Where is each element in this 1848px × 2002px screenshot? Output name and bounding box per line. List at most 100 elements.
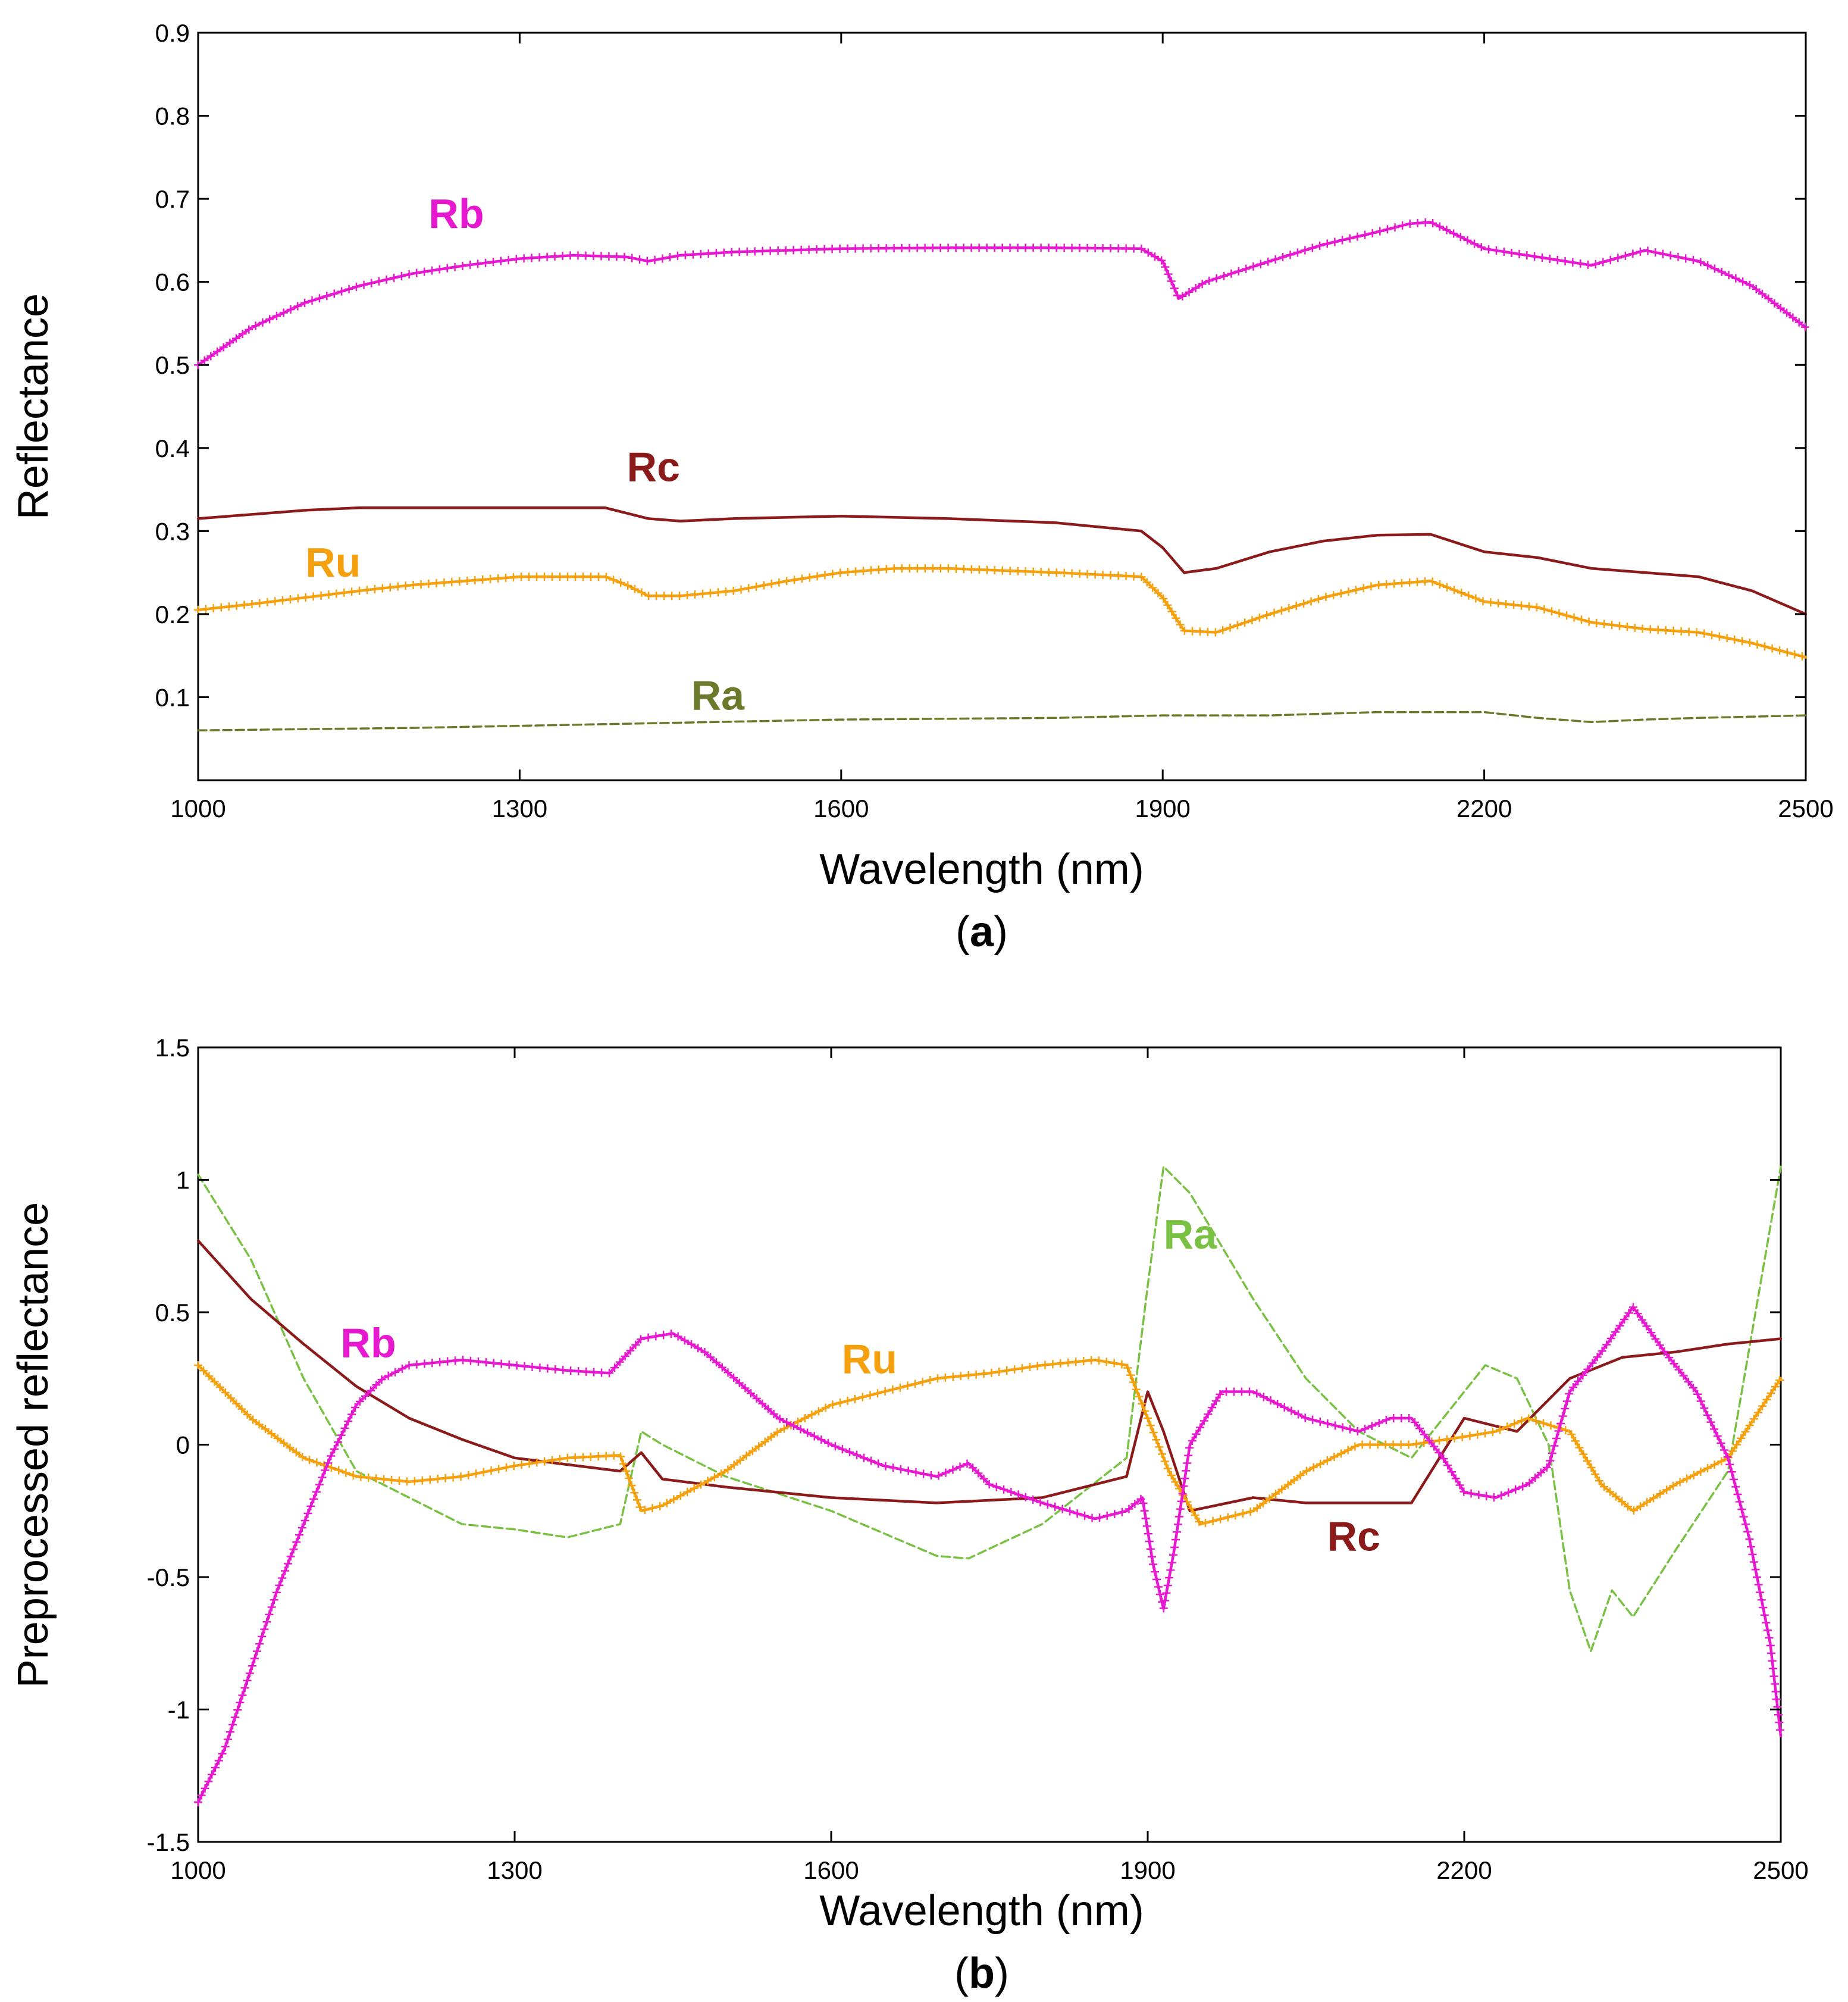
panel-b-series-ru-marker <box>1302 1466 1311 1475</box>
panel-a-series-ru-marker <box>1524 602 1533 611</box>
panel-a-series-ru-marker <box>594 573 603 581</box>
panel-b-series-ru-marker <box>327 1463 336 1472</box>
panel-b-series-ru-marker <box>1048 1360 1057 1369</box>
panel-a-series-rb-marker <box>673 251 682 260</box>
panel-a-series-ru-marker <box>1180 626 1189 635</box>
panel-b-series-ru-marker <box>255 1420 264 1429</box>
panel-b-series-ru-marker <box>948 1372 957 1381</box>
panel-b-series-rb-marker <box>853 1450 862 1459</box>
panel-a-series-rb-marker <box>1800 323 1809 331</box>
panel-b-series-rb-marker <box>1179 1482 1188 1491</box>
panel-a-series-rb-marker <box>474 259 483 268</box>
panel-b-series-ru-marker <box>703 1477 712 1485</box>
panel-b-series-rb-marker <box>1439 1454 1448 1463</box>
panel-a-series-rb-marker <box>1492 246 1501 255</box>
panel-a-series-ru-marker <box>1745 638 1754 647</box>
panel-a-series-ru-marker <box>1738 637 1747 646</box>
panel-a-series-rb-marker <box>905 243 914 252</box>
panel-b-series-rb-marker <box>289 1545 298 1554</box>
panel-b-series-rb-marker <box>1642 1322 1651 1331</box>
panel-b-series-ru-marker <box>433 1474 442 1483</box>
panel-b-series-rb-marker <box>1102 1512 1111 1521</box>
panel-b-series-ru-marker <box>1017 1364 1026 1373</box>
panel-a-series-rb-marker <box>982 243 991 252</box>
panel-b-series-rb-marker <box>1230 1387 1239 1396</box>
panel-a-series-ru-marker <box>1013 567 1022 575</box>
panel-a-series-ru-marker <box>1129 572 1138 581</box>
panel-b-x-axis-title: Wavelength (nm) <box>819 1887 1144 1935</box>
panel-b-x-tick-label: 1300 <box>487 1856 542 1884</box>
panel-b-series-rb-marker <box>324 1459 333 1468</box>
panel-b-y-tick-label: 0 <box>176 1431 190 1459</box>
panel-b-series-ru-marker <box>1223 1513 1232 1522</box>
panel-b-series-ru-marker <box>1389 1440 1398 1449</box>
panel-b-series-rb-marker <box>1598 1347 1606 1356</box>
panel-b-series-rb-marker <box>1741 1520 1750 1529</box>
panel-b-series-ru-marker <box>1636 1502 1645 1511</box>
panel-b-series-ru-marker <box>627 1481 636 1490</box>
panel-b-series-ru-marker <box>555 1454 564 1463</box>
panel-b-series-ru-marker <box>1703 1464 1712 1472</box>
panel-b-series-rb-marker <box>712 1358 721 1367</box>
panel-a-series-ru-marker <box>1270 608 1279 617</box>
panel-b-series-rb-marker <box>1166 1566 1175 1575</box>
panel-a-series-rb-marker <box>1658 249 1667 258</box>
panel-a-series-ru-marker <box>540 573 549 581</box>
panel-a-series-rb-marker <box>743 247 751 256</box>
panel-b-series-ru-marker <box>1146 1421 1155 1430</box>
panel-a-series-rb-marker <box>496 256 505 265</box>
panel-a-series-rb-marker <box>1227 269 1236 278</box>
panel-b-series-rb-marker <box>318 1473 327 1482</box>
panel-b-series-ru-marker <box>1132 1385 1141 1394</box>
panel-a-series-rb-marker <box>397 271 406 280</box>
panel-b-series-rb-marker <box>1174 1512 1183 1521</box>
panel-a-series-ru-marker <box>393 582 402 591</box>
panel-b-series-ru-marker <box>1517 1416 1526 1425</box>
panel-b-series-ru-marker <box>814 1407 823 1416</box>
panel-b-series-rb-marker <box>810 1432 819 1441</box>
panel-a-series-ru-marker <box>1684 627 1693 636</box>
panel-a-series-rb-marker <box>797 245 806 254</box>
panel-b-series-ru-marker <box>1745 1421 1754 1430</box>
panel-b-series-rb-marker <box>258 1632 267 1641</box>
panel-b-series-ru-marker <box>1141 1406 1149 1415</box>
panel-b-series-rb-marker <box>1689 1383 1697 1392</box>
panel-b-series-ru-marker <box>1600 1482 1609 1491</box>
panel-b-series-ru-marker <box>821 1403 830 1412</box>
panel-a-series-rb-marker <box>390 273 399 282</box>
panel-b-series-rb-marker <box>520 1362 529 1371</box>
panel-b-series-rb-marker <box>694 1344 703 1353</box>
panel-a-series-ru-marker <box>1154 589 1163 598</box>
panel-a-series-ru-marker <box>217 603 225 612</box>
panel-a-series-ru-marker <box>1600 620 1609 628</box>
panel-b-series-rb-marker <box>706 1353 715 1362</box>
panel-b-series-rb-marker <box>1753 1573 1762 1582</box>
panel-a-y-tick-label: 0.2 <box>155 600 190 628</box>
panel-b-series-ru-marker <box>1503 1422 1512 1431</box>
panel-b-series-rb-marker <box>1167 1558 1176 1567</box>
panel-b-series-rb-marker <box>1762 1618 1771 1627</box>
panel-a-series-rb-marker <box>435 265 444 274</box>
panel-a-series-ru-marker <box>790 575 799 584</box>
panel-a-series-ru-marker <box>1479 597 1487 606</box>
panel-b-series-ru-marker <box>1741 1427 1750 1436</box>
panel-a-y-tick-label: 0.6 <box>155 268 190 296</box>
panel-a-series-ru-marker <box>370 584 379 593</box>
panel-a-series-ru-marker <box>1570 613 1578 622</box>
panel-a-series-rb-marker <box>1606 255 1615 264</box>
panel-b-series-rb-marker <box>1021 1493 1030 1502</box>
panel-a-series-rb-marker <box>628 254 637 262</box>
panel-b-series-ru-marker <box>1766 1388 1775 1397</box>
panel-a-series-ru-marker <box>805 573 814 582</box>
panel-b-series-rb-marker <box>763 1404 772 1413</box>
panel-a-series-ru-marker <box>1277 606 1286 615</box>
panel-b-series-rb-marker <box>1482 1491 1491 1500</box>
panel-b-series-ru-marker <box>717 1469 726 1478</box>
panel-a-series-ru-marker <box>1044 568 1053 577</box>
panel-b-series-rb-marker <box>1238 1387 1246 1396</box>
panel-b-series-rb-marker <box>377 1375 386 1384</box>
panel-b-series-ru-marker <box>1643 1498 1652 1507</box>
panel-a-series-rb-marker <box>344 284 353 293</box>
panel-a-series-rb-marker <box>1173 291 1182 300</box>
panel-b-series-ru-marker <box>395 1477 404 1485</box>
